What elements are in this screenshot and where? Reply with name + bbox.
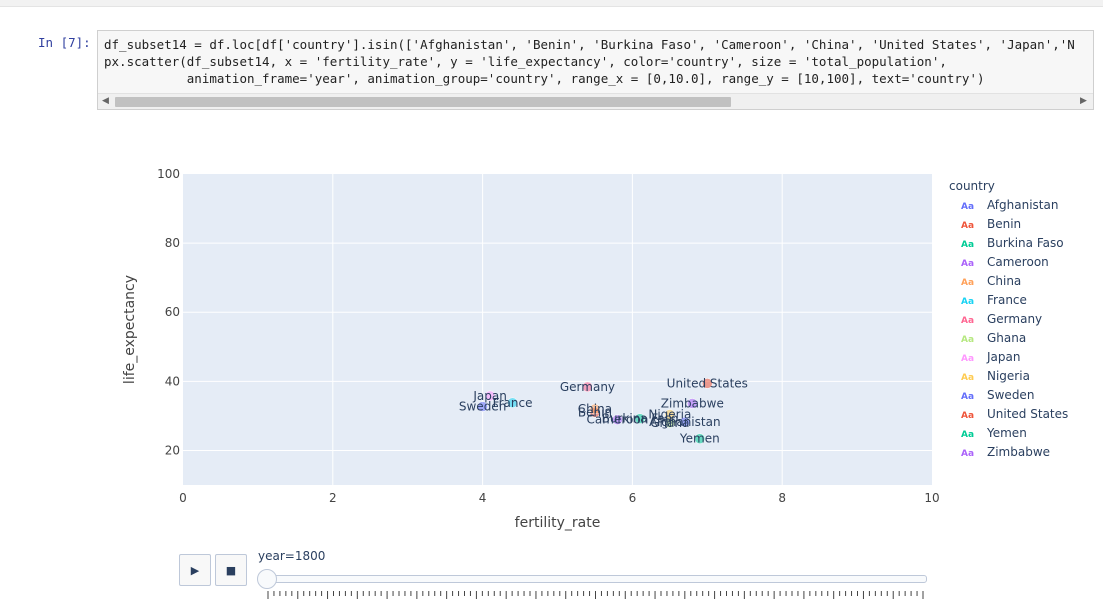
legend-marker-icon: Aa (961, 221, 974, 231)
point-label: Japan (472, 389, 506, 403)
code-line-2: px.scatter(df_subset14, x = 'fertility_r… (104, 54, 947, 69)
year-slider-rail[interactable] (258, 575, 927, 583)
legend-entry: Sweden (987, 388, 1034, 402)
scatter-point (484, 390, 496, 402)
y-tick-label: 20 (165, 443, 180, 457)
y-tick-label: 80 (165, 236, 180, 250)
scatter-point (477, 401, 488, 412)
legend-marker-icon: Aa (961, 430, 974, 440)
legend-marker-icon: Aa (961, 373, 974, 383)
scroll-left-arrow-icon[interactable]: ◀ (102, 96, 109, 106)
stop-button[interactable]: ■ (215, 554, 247, 586)
point-label: Burkina Faso (602, 412, 679, 426)
point-label: France (493, 396, 533, 410)
legend-marker-icon: Aa (961, 278, 974, 288)
legend-entry: United States (987, 407, 1068, 421)
y-axis-title: life_expectancy (122, 275, 138, 384)
code-cell[interactable]: df_subset14 = df.loc[df['country'].isin(… (97, 30, 1094, 110)
legend-marker-icon: Aa (961, 240, 974, 250)
legend-marker-icon: Aa (961, 202, 974, 212)
legend-marker-icon: Aa (961, 335, 974, 345)
code-line-1: df_subset14 = df.loc[df['country'].isin(… (104, 37, 1075, 52)
scatter-plot[interactable]: 0 2 4 6 8 10 20 40 60 80 100 fertility_rate life_exp… (0, 120, 1103, 540)
point-label: Ghana (650, 416, 689, 430)
notebook-top-bar (0, 0, 1103, 7)
point-label: United States (667, 376, 748, 390)
point-label: Nigeria (648, 408, 691, 422)
legend-entry: Japan (986, 350, 1020, 364)
legend-marker-icon: Aa (961, 411, 974, 421)
x-tick-label: 6 (629, 491, 637, 505)
code-editor[interactable]: df_subset14 = df.loc[df['country'].isin(… (104, 36, 1075, 87)
scroll-right-arrow-icon[interactable]: ▶ (1080, 96, 1087, 106)
y-tick-label: 100 (157, 167, 180, 181)
legend-entry: Cameroon (987, 255, 1049, 269)
play-icon: ▶ (190, 563, 200, 577)
scatter-point (507, 397, 518, 409)
x-tick-label: 10 (924, 491, 939, 505)
x-tick-label: 0 (179, 491, 187, 505)
y-tick-label: 60 (165, 305, 180, 319)
point-label: Zimbabwe (661, 396, 724, 410)
point-label: Benin (578, 405, 612, 419)
legend-entry: Nigeria (987, 369, 1030, 383)
legend-marker-icon: Aa (961, 392, 974, 402)
point-label: Cameroon (587, 413, 649, 427)
legend-marker-icon: Aa (961, 259, 974, 269)
year-slider-handle[interactable] (257, 569, 277, 589)
scatter-point (612, 414, 623, 425)
legend-entry: Yemen (986, 426, 1027, 440)
legend-marker-icon: Aa (961, 449, 974, 459)
legend-entry: Afghanistan (987, 198, 1058, 212)
legend-marker-icon: Aa (961, 354, 974, 364)
scatter-point (582, 381, 593, 393)
point-label: Yemen (679, 432, 720, 446)
code-line-3: animation_frame='year', animation_group=… (104, 71, 985, 86)
point-label: Sweden (459, 400, 506, 414)
scatter-point (664, 409, 676, 420)
legend-entry: France (987, 293, 1027, 307)
legend-entry: Burkina Faso (987, 236, 1064, 250)
legend-entry: China (987, 274, 1021, 288)
play-button[interactable]: ▶ (179, 554, 211, 586)
legend-entry: Benin (987, 217, 1021, 231)
x-tick-label: 2 (329, 491, 337, 505)
scrollbar-thumb[interactable] (115, 97, 731, 107)
plot-background (183, 174, 932, 485)
legend-entry: Ghana (987, 331, 1026, 345)
legend-marker-icon: Aa (961, 297, 974, 307)
stop-icon: ■ (225, 563, 237, 577)
scatter-point (702, 378, 713, 389)
scatter-point (679, 416, 691, 428)
legend-entry: Germany (987, 312, 1042, 326)
point-label: Germany (560, 380, 615, 394)
legend-marker-icon: Aa (961, 316, 974, 326)
cell-prompt: In [7]: (38, 35, 91, 50)
legend-entry: Zimbabwe (987, 445, 1050, 459)
slider-current-value: year=1800 (258, 549, 326, 563)
x-tick-label: 4 (479, 491, 487, 505)
scatter-point (694, 433, 706, 444)
x-axis-title: fertility_rate (515, 515, 601, 531)
point-label: Afghanistan (649, 415, 720, 429)
y-tick-label: 40 (165, 374, 180, 388)
point-label: China (578, 402, 612, 416)
scatter-point (634, 413, 646, 424)
slider-ticks (267, 591, 924, 599)
scatter-point (589, 403, 601, 415)
scatter-point (687, 398, 698, 409)
x-tick-label: 8 (778, 491, 786, 505)
horizontal-scrollbar[interactable]: ◀ ▶ (98, 93, 1093, 109)
legend-title: country (949, 179, 995, 193)
